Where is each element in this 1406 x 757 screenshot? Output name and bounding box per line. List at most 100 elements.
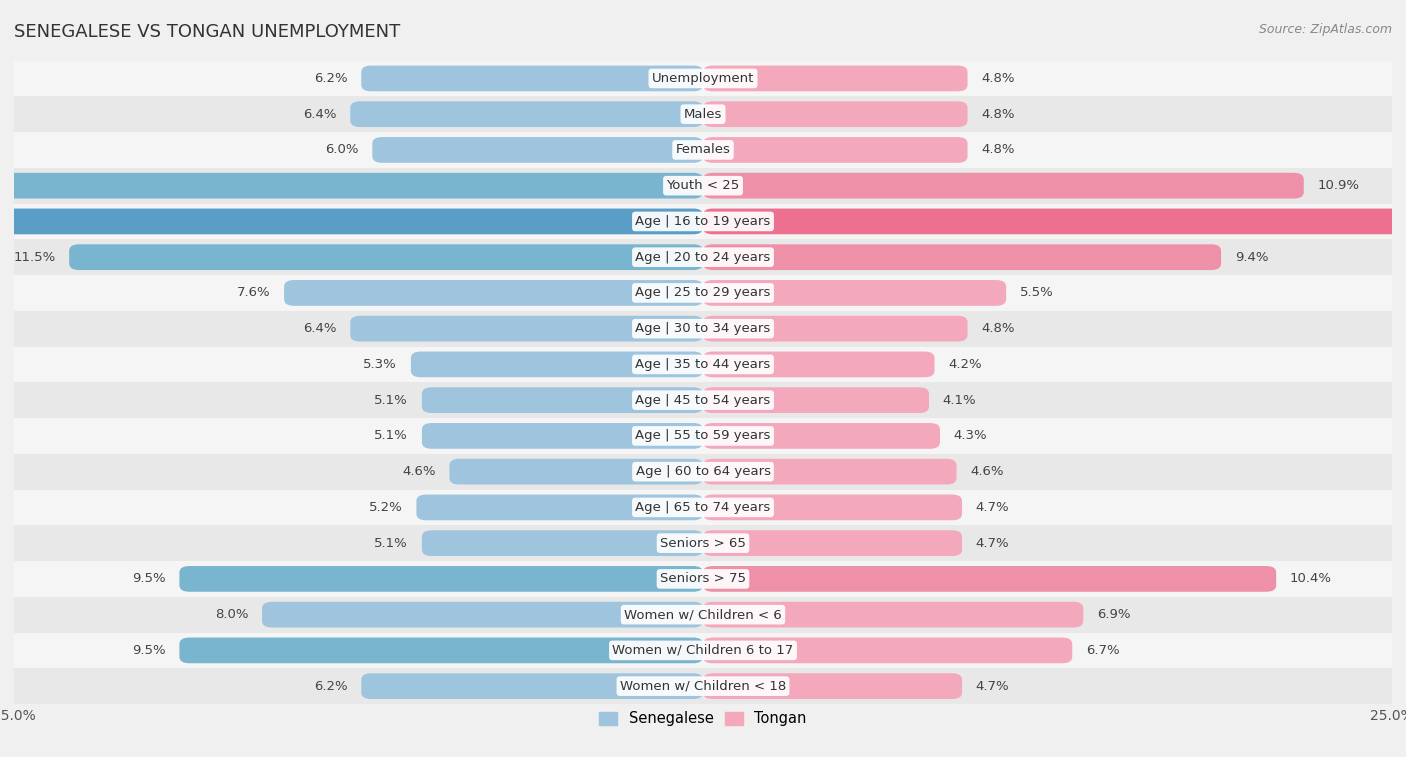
Bar xyxy=(14,204,1392,239)
FancyBboxPatch shape xyxy=(350,316,703,341)
Text: 5.5%: 5.5% xyxy=(1019,286,1053,300)
FancyBboxPatch shape xyxy=(703,494,962,520)
FancyBboxPatch shape xyxy=(703,280,1007,306)
Text: 4.8%: 4.8% xyxy=(981,72,1015,85)
FancyBboxPatch shape xyxy=(703,173,1303,198)
Text: 7.6%: 7.6% xyxy=(236,286,270,300)
FancyBboxPatch shape xyxy=(703,316,967,341)
FancyBboxPatch shape xyxy=(69,245,703,270)
Text: Age | 65 to 74 years: Age | 65 to 74 years xyxy=(636,501,770,514)
Text: 6.7%: 6.7% xyxy=(1085,644,1119,657)
Bar xyxy=(14,239,1392,275)
FancyBboxPatch shape xyxy=(180,566,703,592)
FancyBboxPatch shape xyxy=(373,137,703,163)
Text: Age | 30 to 34 years: Age | 30 to 34 years xyxy=(636,322,770,335)
Text: 11.5%: 11.5% xyxy=(13,251,55,263)
FancyBboxPatch shape xyxy=(703,245,1220,270)
Text: Women w/ Children < 18: Women w/ Children < 18 xyxy=(620,680,786,693)
FancyBboxPatch shape xyxy=(350,101,703,127)
FancyBboxPatch shape xyxy=(703,566,1277,592)
Bar xyxy=(14,61,1392,96)
Bar xyxy=(14,525,1392,561)
Bar xyxy=(14,633,1392,668)
FancyBboxPatch shape xyxy=(703,423,941,449)
FancyBboxPatch shape xyxy=(284,280,703,306)
FancyBboxPatch shape xyxy=(703,531,962,556)
Text: Age | 45 to 54 years: Age | 45 to 54 years xyxy=(636,394,770,407)
Bar xyxy=(14,132,1392,168)
FancyBboxPatch shape xyxy=(411,351,703,377)
Text: 5.2%: 5.2% xyxy=(368,501,402,514)
Text: 4.1%: 4.1% xyxy=(943,394,976,407)
FancyBboxPatch shape xyxy=(450,459,703,484)
Text: 6.2%: 6.2% xyxy=(314,680,347,693)
Text: 6.2%: 6.2% xyxy=(314,72,347,85)
Text: Age | 25 to 29 years: Age | 25 to 29 years xyxy=(636,286,770,300)
Text: 4.7%: 4.7% xyxy=(976,501,1010,514)
FancyBboxPatch shape xyxy=(0,208,703,235)
FancyBboxPatch shape xyxy=(0,173,703,198)
Text: 9.5%: 9.5% xyxy=(132,572,166,585)
Bar xyxy=(14,490,1392,525)
Text: 5.1%: 5.1% xyxy=(374,537,408,550)
Text: Age | 16 to 19 years: Age | 16 to 19 years xyxy=(636,215,770,228)
Bar xyxy=(14,382,1392,418)
Text: 4.7%: 4.7% xyxy=(976,537,1010,550)
Text: Females: Females xyxy=(675,143,731,157)
FancyBboxPatch shape xyxy=(703,351,935,377)
FancyBboxPatch shape xyxy=(361,673,703,699)
Bar xyxy=(14,347,1392,382)
FancyBboxPatch shape xyxy=(703,637,1073,663)
Text: 9.5%: 9.5% xyxy=(132,644,166,657)
Text: 5.1%: 5.1% xyxy=(374,429,408,442)
Text: Age | 35 to 44 years: Age | 35 to 44 years xyxy=(636,358,770,371)
Text: Youth < 25: Youth < 25 xyxy=(666,179,740,192)
Bar xyxy=(14,597,1392,633)
FancyBboxPatch shape xyxy=(262,602,703,628)
FancyBboxPatch shape xyxy=(703,673,962,699)
Text: 8.0%: 8.0% xyxy=(215,608,249,621)
Text: 6.4%: 6.4% xyxy=(302,322,336,335)
FancyBboxPatch shape xyxy=(703,388,929,413)
FancyBboxPatch shape xyxy=(703,137,967,163)
Text: SENEGALESE VS TONGAN UNEMPLOYMENT: SENEGALESE VS TONGAN UNEMPLOYMENT xyxy=(14,23,401,41)
Text: Males: Males xyxy=(683,107,723,120)
FancyBboxPatch shape xyxy=(422,388,703,413)
FancyBboxPatch shape xyxy=(180,637,703,663)
Text: Age | 20 to 24 years: Age | 20 to 24 years xyxy=(636,251,770,263)
Bar xyxy=(14,668,1392,704)
Text: Seniors > 75: Seniors > 75 xyxy=(659,572,747,585)
FancyBboxPatch shape xyxy=(703,66,967,92)
Text: 10.4%: 10.4% xyxy=(1289,572,1331,585)
Text: 6.4%: 6.4% xyxy=(302,107,336,120)
Text: 4.6%: 4.6% xyxy=(402,465,436,478)
Text: 6.9%: 6.9% xyxy=(1097,608,1130,621)
FancyBboxPatch shape xyxy=(361,66,703,92)
FancyBboxPatch shape xyxy=(703,208,1406,235)
Bar xyxy=(14,418,1392,453)
Text: 4.8%: 4.8% xyxy=(981,143,1015,157)
Text: 4.2%: 4.2% xyxy=(948,358,981,371)
FancyBboxPatch shape xyxy=(422,531,703,556)
Legend: Senegalese, Tongan: Senegalese, Tongan xyxy=(593,706,813,732)
Text: 10.9%: 10.9% xyxy=(1317,179,1360,192)
Text: 5.1%: 5.1% xyxy=(374,394,408,407)
FancyBboxPatch shape xyxy=(416,494,703,520)
Text: Age | 60 to 64 years: Age | 60 to 64 years xyxy=(636,465,770,478)
Text: 6.0%: 6.0% xyxy=(325,143,359,157)
Text: 4.6%: 4.6% xyxy=(970,465,1004,478)
Bar xyxy=(14,561,1392,597)
FancyBboxPatch shape xyxy=(703,602,1083,628)
Bar xyxy=(14,96,1392,132)
Text: 4.8%: 4.8% xyxy=(981,107,1015,120)
FancyBboxPatch shape xyxy=(703,459,956,484)
Text: 4.3%: 4.3% xyxy=(953,429,987,442)
Text: 4.8%: 4.8% xyxy=(981,322,1015,335)
Text: Unemployment: Unemployment xyxy=(652,72,754,85)
Text: 9.4%: 9.4% xyxy=(1234,251,1268,263)
Bar xyxy=(14,275,1392,311)
Text: 5.3%: 5.3% xyxy=(363,358,396,371)
Text: Women w/ Children < 6: Women w/ Children < 6 xyxy=(624,608,782,621)
Bar xyxy=(14,311,1392,347)
FancyBboxPatch shape xyxy=(422,423,703,449)
